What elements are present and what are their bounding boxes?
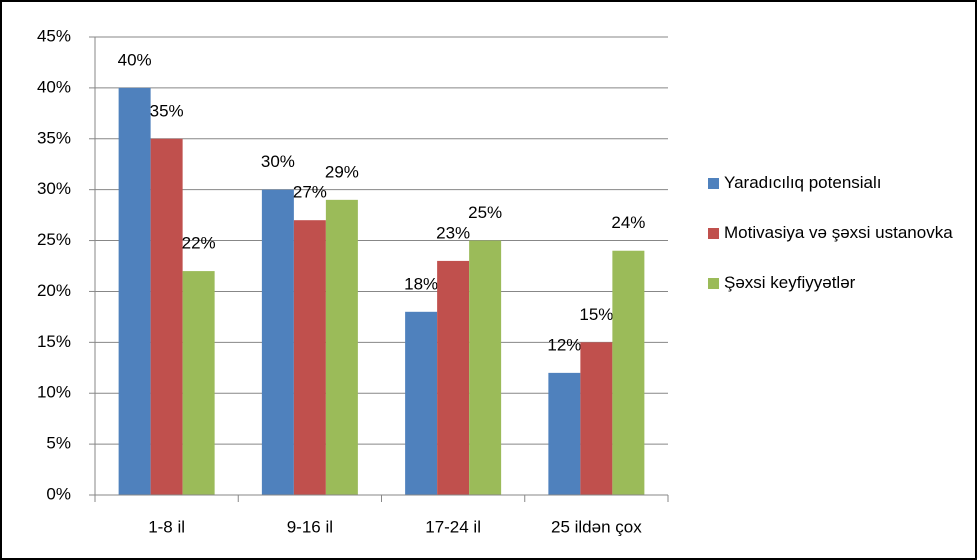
- data-label: 30%: [261, 152, 295, 171]
- y-tick-label: 10%: [37, 383, 71, 402]
- bar: [293, 220, 326, 495]
- y-tick-label: 35%: [37, 128, 71, 147]
- legend-label: Yaradıcılıq potensialı: [724, 173, 882, 192]
- y-tick-label: 45%: [37, 26, 71, 45]
- bar: [469, 240, 502, 495]
- bar: [118, 87, 151, 495]
- legend-label: Şəxsi keyfiyyətlər: [724, 273, 856, 292]
- data-label: 24%: [611, 213, 645, 232]
- y-tick-label: 30%: [37, 179, 71, 198]
- data-label: 15%: [579, 305, 613, 324]
- bar: [405, 311, 438, 495]
- bar: [325, 199, 358, 495]
- legend-item: Şəxsi keyfiyyətlər: [708, 270, 958, 296]
- legend: Yaradıcılıq potensialı Motivasiya və şəxs…: [708, 170, 958, 320]
- x-tick-label: 9-16 il: [287, 517, 333, 536]
- y-tick-label: 25%: [37, 230, 71, 249]
- y-tick-label: 20%: [37, 281, 71, 300]
- legend-label: Motivasiya və şəxsi ustanovka: [724, 223, 953, 242]
- data-label: 40%: [118, 50, 152, 69]
- data-label: 23%: [436, 223, 470, 242]
- bar: [437, 260, 470, 495]
- data-label: 29%: [325, 162, 359, 181]
- data-label: 27%: [293, 183, 327, 202]
- bar: [548, 372, 581, 495]
- y-tick-label: 40%: [37, 77, 71, 96]
- y-tick-label: 0%: [46, 484, 71, 503]
- legend-item: Motivasiya və şəxsi ustanovka: [708, 220, 958, 246]
- bar: [150, 138, 183, 495]
- bar: [261, 189, 294, 495]
- legend-swatch: [708, 278, 719, 289]
- y-tick-label: 15%: [37, 332, 71, 351]
- data-label: 12%: [547, 335, 581, 354]
- x-tick-label: 1-8 il: [148, 517, 185, 536]
- bar: [182, 271, 215, 495]
- data-label: 35%: [150, 101, 184, 120]
- y-tick-label: 5%: [46, 434, 71, 453]
- data-label: 22%: [182, 234, 216, 253]
- x-tick-label: 17-24 il: [425, 517, 481, 536]
- bar: [580, 342, 613, 495]
- data-label: 25%: [468, 203, 502, 222]
- bar: [612, 250, 645, 495]
- legend-swatch: [708, 228, 719, 239]
- data-label: 18%: [404, 274, 438, 293]
- legend-item: Yaradıcılıq potensialı: [708, 170, 958, 196]
- legend-swatch: [708, 178, 719, 189]
- x-tick-label: 25 ildən çox: [551, 517, 642, 536]
